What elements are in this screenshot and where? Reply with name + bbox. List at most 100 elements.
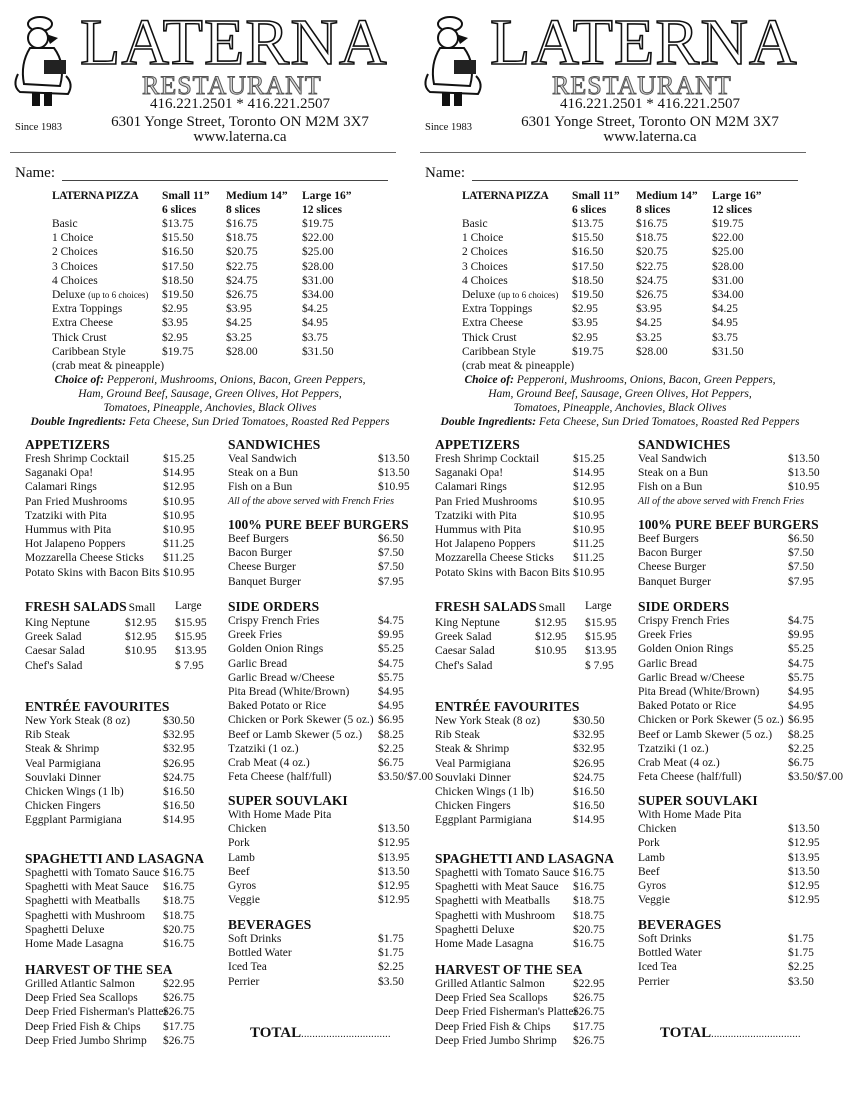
menu-item[interactable]: Tzatziki with Pita $10.95 [25,509,195,523]
menu-item[interactable]: Hot Jalapeno Poppers $11.25 [435,537,604,551]
menu-item[interactable]: Pan Fried Mushrooms $10.95 [25,495,195,509]
menu-item[interactable]: Home Made Lasagna $16.75 [435,937,614,951]
menu-item[interactable]: Deep Fried Fish & Chips $17.75 [25,1020,195,1034]
menu-item[interactable]: Golden Onion Rings $5.25 [638,642,814,656]
menu-item[interactable]: Spaghetti with Mushroom $18.75 [25,909,204,923]
menu-item[interactable]: Veal Sandwich $13.50 [228,452,410,466]
menu-item[interactable]: Veggie $12.95 [228,893,410,907]
menu-item[interactable]: Soft Drinks $1.75 [228,932,404,946]
menu-item[interactable]: Chicken $13.50 [638,822,820,836]
menu-item[interactable]: Gyros $12.95 [228,879,410,893]
menu-item[interactable]: Perrier $3.50 [638,975,814,989]
menu-item[interactable]: Souvlaki Dinner $24.75 [435,771,605,785]
menu-item[interactable]: Beef $13.50 [228,865,410,879]
menu-item[interactable]: Crispy French Fries $4.75 [228,614,404,628]
menu-item[interactable]: Caesar Salad $10.95 $13.95 [25,644,207,658]
menu-item[interactable]: Tzatziki (1 oz.) $2.25 [228,742,404,756]
menu-item[interactable]: Banquet Burger $7.95 [228,575,409,589]
menu-item[interactable]: Gyros $12.95 [638,879,820,893]
menu-item[interactable]: Golden Onion Rings $5.25 [228,642,404,656]
menu-item[interactable]: Chicken or Pork Skewer (5 oz.) $6.95 [228,713,404,727]
menu-item[interactable]: Souvlaki Dinner $24.75 [25,771,195,785]
menu-item[interactable]: Garlic Bread $4.75 [228,657,404,671]
menu-item[interactable]: King Neptune $12.95 $15.95 [25,616,207,630]
name-input-line[interactable] [472,180,798,181]
menu-item[interactable]: Mozzarella Cheese Sticks $11.25 [25,551,194,565]
menu-item[interactable]: Tzatziki (1 oz.) $2.25 [638,742,814,756]
menu-item[interactable]: Calamari Rings $12.95 [25,480,195,494]
name-input-line[interactable] [62,180,388,181]
website-link[interactable]: www.laterna.ca [603,129,697,145]
menu-item[interactable]: Garlic Bread w/Cheese $5.75 [638,671,814,685]
menu-item[interactable]: Chicken Fingers $16.50 [25,799,195,813]
menu-item[interactable]: Feta Cheese (half/full) $3.50/$7.00 [638,770,843,784]
menu-item[interactable]: Mozzarella Cheese Sticks $11.25 [435,551,604,565]
menu-item[interactable]: Garlic Bread $4.75 [638,657,814,671]
menu-item[interactable]: Fish on a Bun $10.95 [638,480,820,494]
menu-item[interactable]: Cheese Burger $7.50 [228,560,409,574]
menu-item[interactable]: Steak on a Bun $13.50 [638,466,820,480]
menu-item[interactable]: Spaghetti with Tomato Sauce $16.75 [25,866,204,880]
website-link[interactable]: www.laterna.ca [193,129,287,145]
menu-item[interactable]: Spaghetti with Meat Sauce $16.75 [25,880,204,894]
menu-item[interactable]: Eggplant Parmigiana $14.95 [435,813,605,827]
menu-item[interactable]: Perrier $3.50 [228,975,404,989]
menu-item[interactable]: Spaghetti Deluxe $20.75 [25,923,204,937]
menu-item[interactable]: Rib Steak $32.95 [25,728,195,742]
menu-item[interactable]: Pita Bread (White/Brown) $4.95 [638,685,814,699]
menu-item[interactable]: Veggie $12.95 [638,893,820,907]
menu-item[interactable]: Greek Salad $12.95 $15.95 [25,630,207,644]
menu-item[interactable]: Fresh Shrimp Cocktail $15.25 [25,452,195,466]
menu-item[interactable]: Saganaki Opa! $14.95 [435,466,605,480]
menu-item[interactable]: Spaghetti with Meatballs $18.75 [25,894,204,908]
menu-item[interactable]: Pork $12.95 [638,836,820,850]
menu-item[interactable]: Beef or Lamb Skewer (5 oz.) $8.25 [228,728,404,742]
menu-item[interactable]: Pan Fried Mushrooms $10.95 [435,495,605,509]
menu-item[interactable]: New York Steak (8 oz) $30.50 [435,714,605,728]
menu-item[interactable]: Saganaki Opa! $14.95 [25,466,195,480]
menu-item[interactable]: Baked Potato or Rice $4.95 [638,699,814,713]
menu-item[interactable]: Iced Tea $2.25 [638,960,814,974]
menu-item[interactable]: Potato Skins with Bacon Bits $10.95 [25,566,195,580]
menu-item[interactable]: Spaghetti with Meat Sauce $16.75 [435,880,614,894]
menu-item[interactable]: Hot Jalapeno Poppers $11.25 [25,537,194,551]
menu-item[interactable]: Steak on a Bun $13.50 [228,466,410,480]
menu-item[interactable]: Deep Fried Sea Scallops $26.75 [25,991,195,1005]
menu-item[interactable]: Iced Tea $2.25 [228,960,404,974]
menu-item[interactable]: Deep Fried Sea Scallops $26.75 [435,991,605,1005]
menu-item[interactable]: Tzatziki with Pita $10.95 [435,509,605,523]
menu-item[interactable]: Chicken Wings (1 lb) $16.50 [25,785,195,799]
menu-item[interactable]: Veal Parmigiana $26.95 [25,757,195,771]
menu-item[interactable]: Home Made Lasagna $16.75 [25,937,204,951]
menu-item[interactable]: Potato Skins with Bacon Bits $10.95 [435,566,605,580]
menu-item[interactable]: Fish on a Bun $10.95 [228,480,410,494]
menu-item[interactable]: Lamb $13.95 [228,851,410,865]
menu-item[interactable]: King Neptune $12.95 $15.95 [435,616,617,630]
menu-item[interactable]: Eggplant Parmigiana $14.95 [25,813,195,827]
menu-item[interactable]: Hummus with Pita $10.95 [25,523,195,537]
menu-item[interactable]: Bacon Burger $7.50 [638,546,819,560]
menu-item[interactable]: Steak & Shrimp $32.95 [25,742,195,756]
menu-item[interactable]: Crab Meat (4 oz.) $6.75 [638,756,814,770]
menu-item[interactable]: Beef Burgers $6.50 [638,532,819,546]
menu-item[interactable]: Greek Fries $9.95 [228,628,404,642]
total-line[interactable]: TOTAL................................ [250,1025,391,1042]
menu-item[interactable]: Chicken Wings (1 lb) $16.50 [435,785,605,799]
menu-item[interactable]: Spaghetti Deluxe $20.75 [435,923,614,937]
menu-item[interactable]: Bacon Burger $7.50 [228,546,409,560]
total-line[interactable]: TOTAL................................ [660,1025,801,1042]
menu-item[interactable]: Veal Sandwich $13.50 [638,452,820,466]
menu-item[interactable]: Chicken or Pork Skewer (5 oz.) $6.95 [638,713,814,727]
menu-item[interactable]: Lamb $13.95 [638,851,820,865]
menu-item[interactable]: Crispy French Fries $4.75 [638,614,814,628]
menu-item[interactable]: Deep Fried Fish & Chips $17.75 [435,1020,605,1034]
menu-item[interactable]: Spaghetti with Tomato Sauce $16.75 [435,866,614,880]
menu-item[interactable]: Pork $12.95 [228,836,410,850]
menu-item[interactable]: Deep Fried Jumbo Shrimp $26.75 [25,1034,195,1048]
menu-item[interactable]: New York Steak (8 oz) $30.50 [25,714,195,728]
menu-item[interactable]: Pita Bread (White/Brown) $4.95 [228,685,404,699]
menu-item[interactable]: Cheese Burger $7.50 [638,560,819,574]
menu-item[interactable]: Greek Salad $12.95 $15.95 [435,630,617,644]
menu-item[interactable]: Banquet Burger $7.95 [638,575,819,589]
menu-item[interactable]: Chicken Fingers $16.50 [435,799,605,813]
